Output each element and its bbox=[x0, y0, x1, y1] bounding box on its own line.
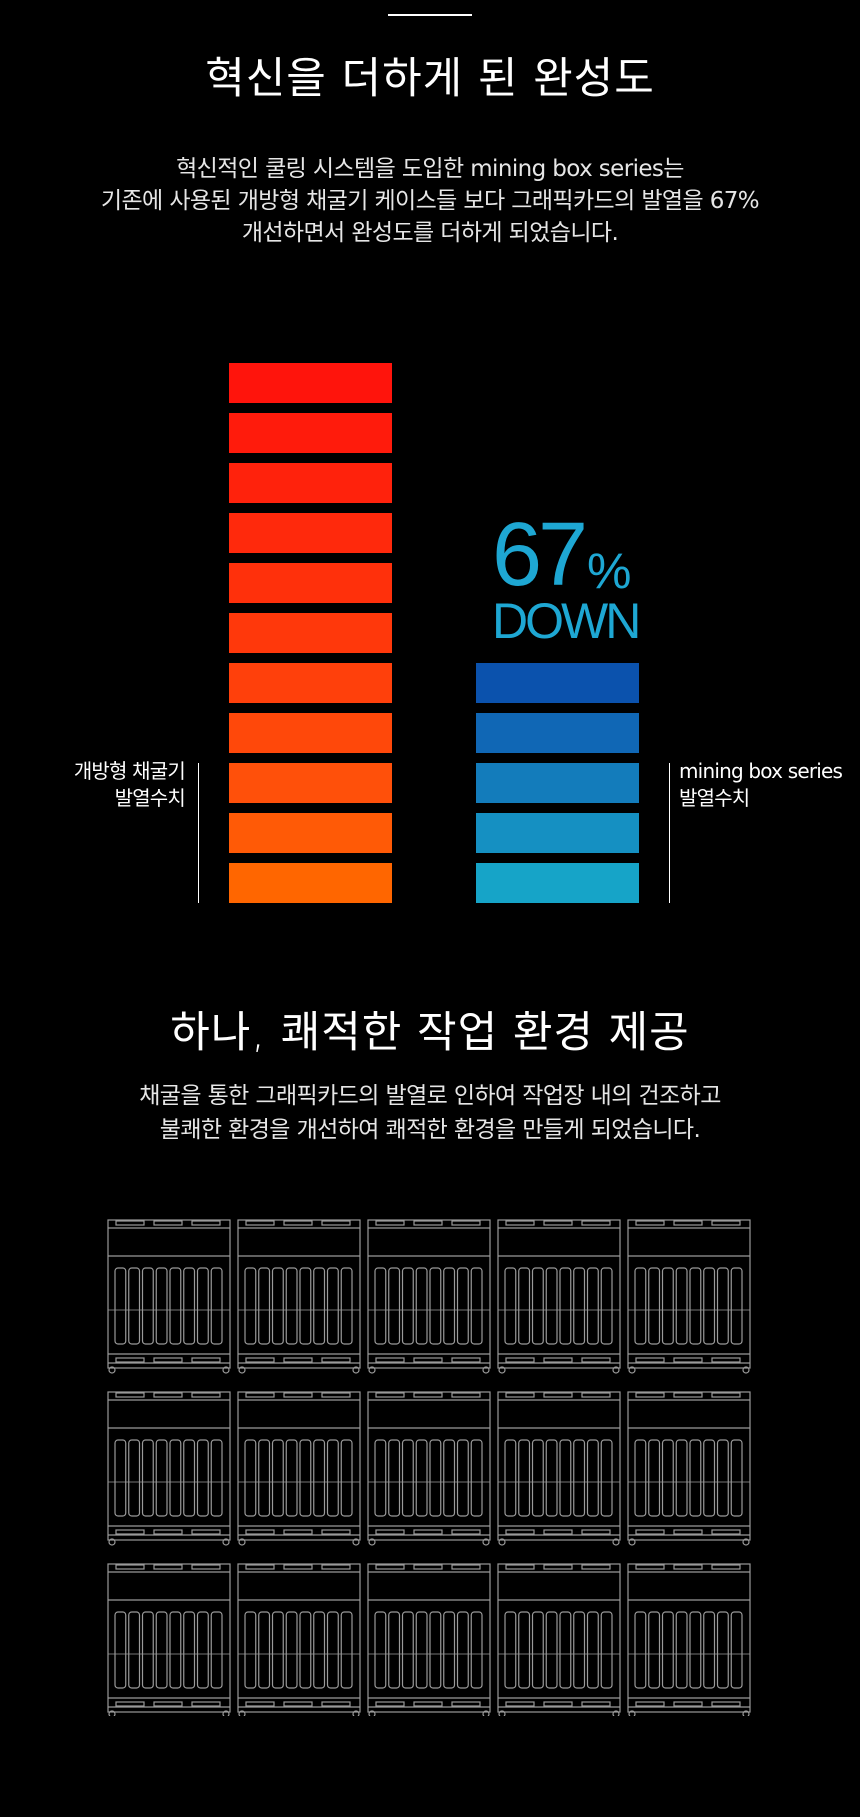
open-frame-heat-segment bbox=[229, 813, 392, 853]
section-description-completeness: 혁신적인 쿨링 시스템을 도입한 mining box series는 기존에 … bbox=[0, 153, 860, 249]
label-line: 발열수치 bbox=[679, 786, 750, 810]
section-title-completeness: 혁신을 더하게 된 완성도 bbox=[205, 54, 655, 104]
open-frame-heat-segment bbox=[229, 513, 392, 553]
open-frame-heat-segment bbox=[229, 863, 392, 903]
open-frame-heat-segment bbox=[229, 463, 392, 503]
mining-box-rack-illustration bbox=[106, 1218, 754, 1716]
label-line: mining box series bbox=[679, 759, 843, 783]
label-line: 개방형 채굴기 bbox=[73, 759, 186, 783]
mining-rack bbox=[627, 1391, 751, 1546]
section-description-environment: 채굴을 통한 그래픽카드의 발열로 인하여 작업장 내의 건조하고 불쾌한 환경… bbox=[0, 1079, 860, 1147]
mining-rack bbox=[497, 1563, 621, 1716]
mining-rack bbox=[627, 1219, 751, 1374]
mining-box-heat-segment bbox=[476, 813, 639, 853]
mining-rack bbox=[107, 1391, 231, 1546]
open-frame-heat-segment bbox=[229, 413, 392, 453]
section-title-environment: 하나, 쾌적한 작업 환경 제공 bbox=[170, 1008, 690, 1058]
description-line: 개선하면서 완성도를 더하게 되었습니다. bbox=[241, 220, 619, 246]
top-divider bbox=[388, 14, 472, 16]
mining-box-heat-segment bbox=[476, 713, 639, 753]
open-frame-heat-segment bbox=[229, 713, 392, 753]
mining-box-heat-segment bbox=[476, 863, 639, 903]
open-frame-heat-segment bbox=[229, 613, 392, 653]
mining-rack bbox=[107, 1219, 231, 1374]
mining-rack bbox=[627, 1563, 751, 1716]
mining-box-heat-segment bbox=[476, 663, 639, 703]
description-line: 기존에 사용된 개방형 채굴기 케이스들 보다 그래픽카드의 발열을 67% bbox=[100, 188, 760, 214]
down-label: DOWN bbox=[492, 593, 641, 649]
description-line: 불쾌한 환경을 개선하여 쾌적한 환경을 만들게 되었습니다. bbox=[159, 1117, 701, 1143]
mining-rack bbox=[367, 1391, 491, 1546]
mining-box-label: mining box series 발열수치 bbox=[679, 758, 843, 812]
open-frame-heat-segment bbox=[229, 363, 392, 403]
open-frame-label: 개방형 채굴기 발열수치 bbox=[0, 758, 186, 812]
open-frame-heat-segment bbox=[229, 563, 392, 603]
open-frame-heat-segment bbox=[229, 763, 392, 803]
open-frame-heat-segment bbox=[229, 663, 392, 703]
percent-sign: % bbox=[587, 543, 632, 599]
mining-rack bbox=[237, 1219, 361, 1374]
mining-rack bbox=[107, 1563, 231, 1716]
mining-rack bbox=[367, 1563, 491, 1716]
mining-rack bbox=[497, 1391, 621, 1546]
label-line: 발열수치 bbox=[114, 786, 186, 810]
mining-rack bbox=[237, 1563, 361, 1716]
mining-rack bbox=[367, 1219, 491, 1374]
reduction-percent: 67 bbox=[492, 505, 588, 605]
open-frame-label-line bbox=[198, 763, 199, 903]
mining-box-label-line bbox=[669, 763, 670, 903]
mining-rack bbox=[497, 1219, 621, 1374]
rack-grid-image bbox=[107, 1219, 751, 1716]
mining-rack bbox=[237, 1391, 361, 1546]
description-line: 혁신적인 쿨링 시스템을 도입한 mining box series는 bbox=[176, 156, 684, 182]
description-line: 채굴을 통한 그래픽카드의 발열로 인하여 작업장 내의 건조하고 bbox=[139, 1083, 721, 1109]
mining-box-heat-segment bbox=[476, 763, 639, 803]
